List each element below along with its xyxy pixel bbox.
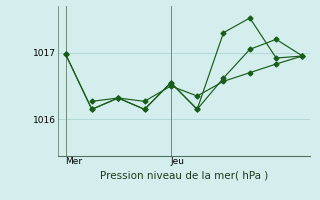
X-axis label: Pression niveau de la mer( hPa ): Pression niveau de la mer( hPa ) bbox=[100, 171, 268, 181]
